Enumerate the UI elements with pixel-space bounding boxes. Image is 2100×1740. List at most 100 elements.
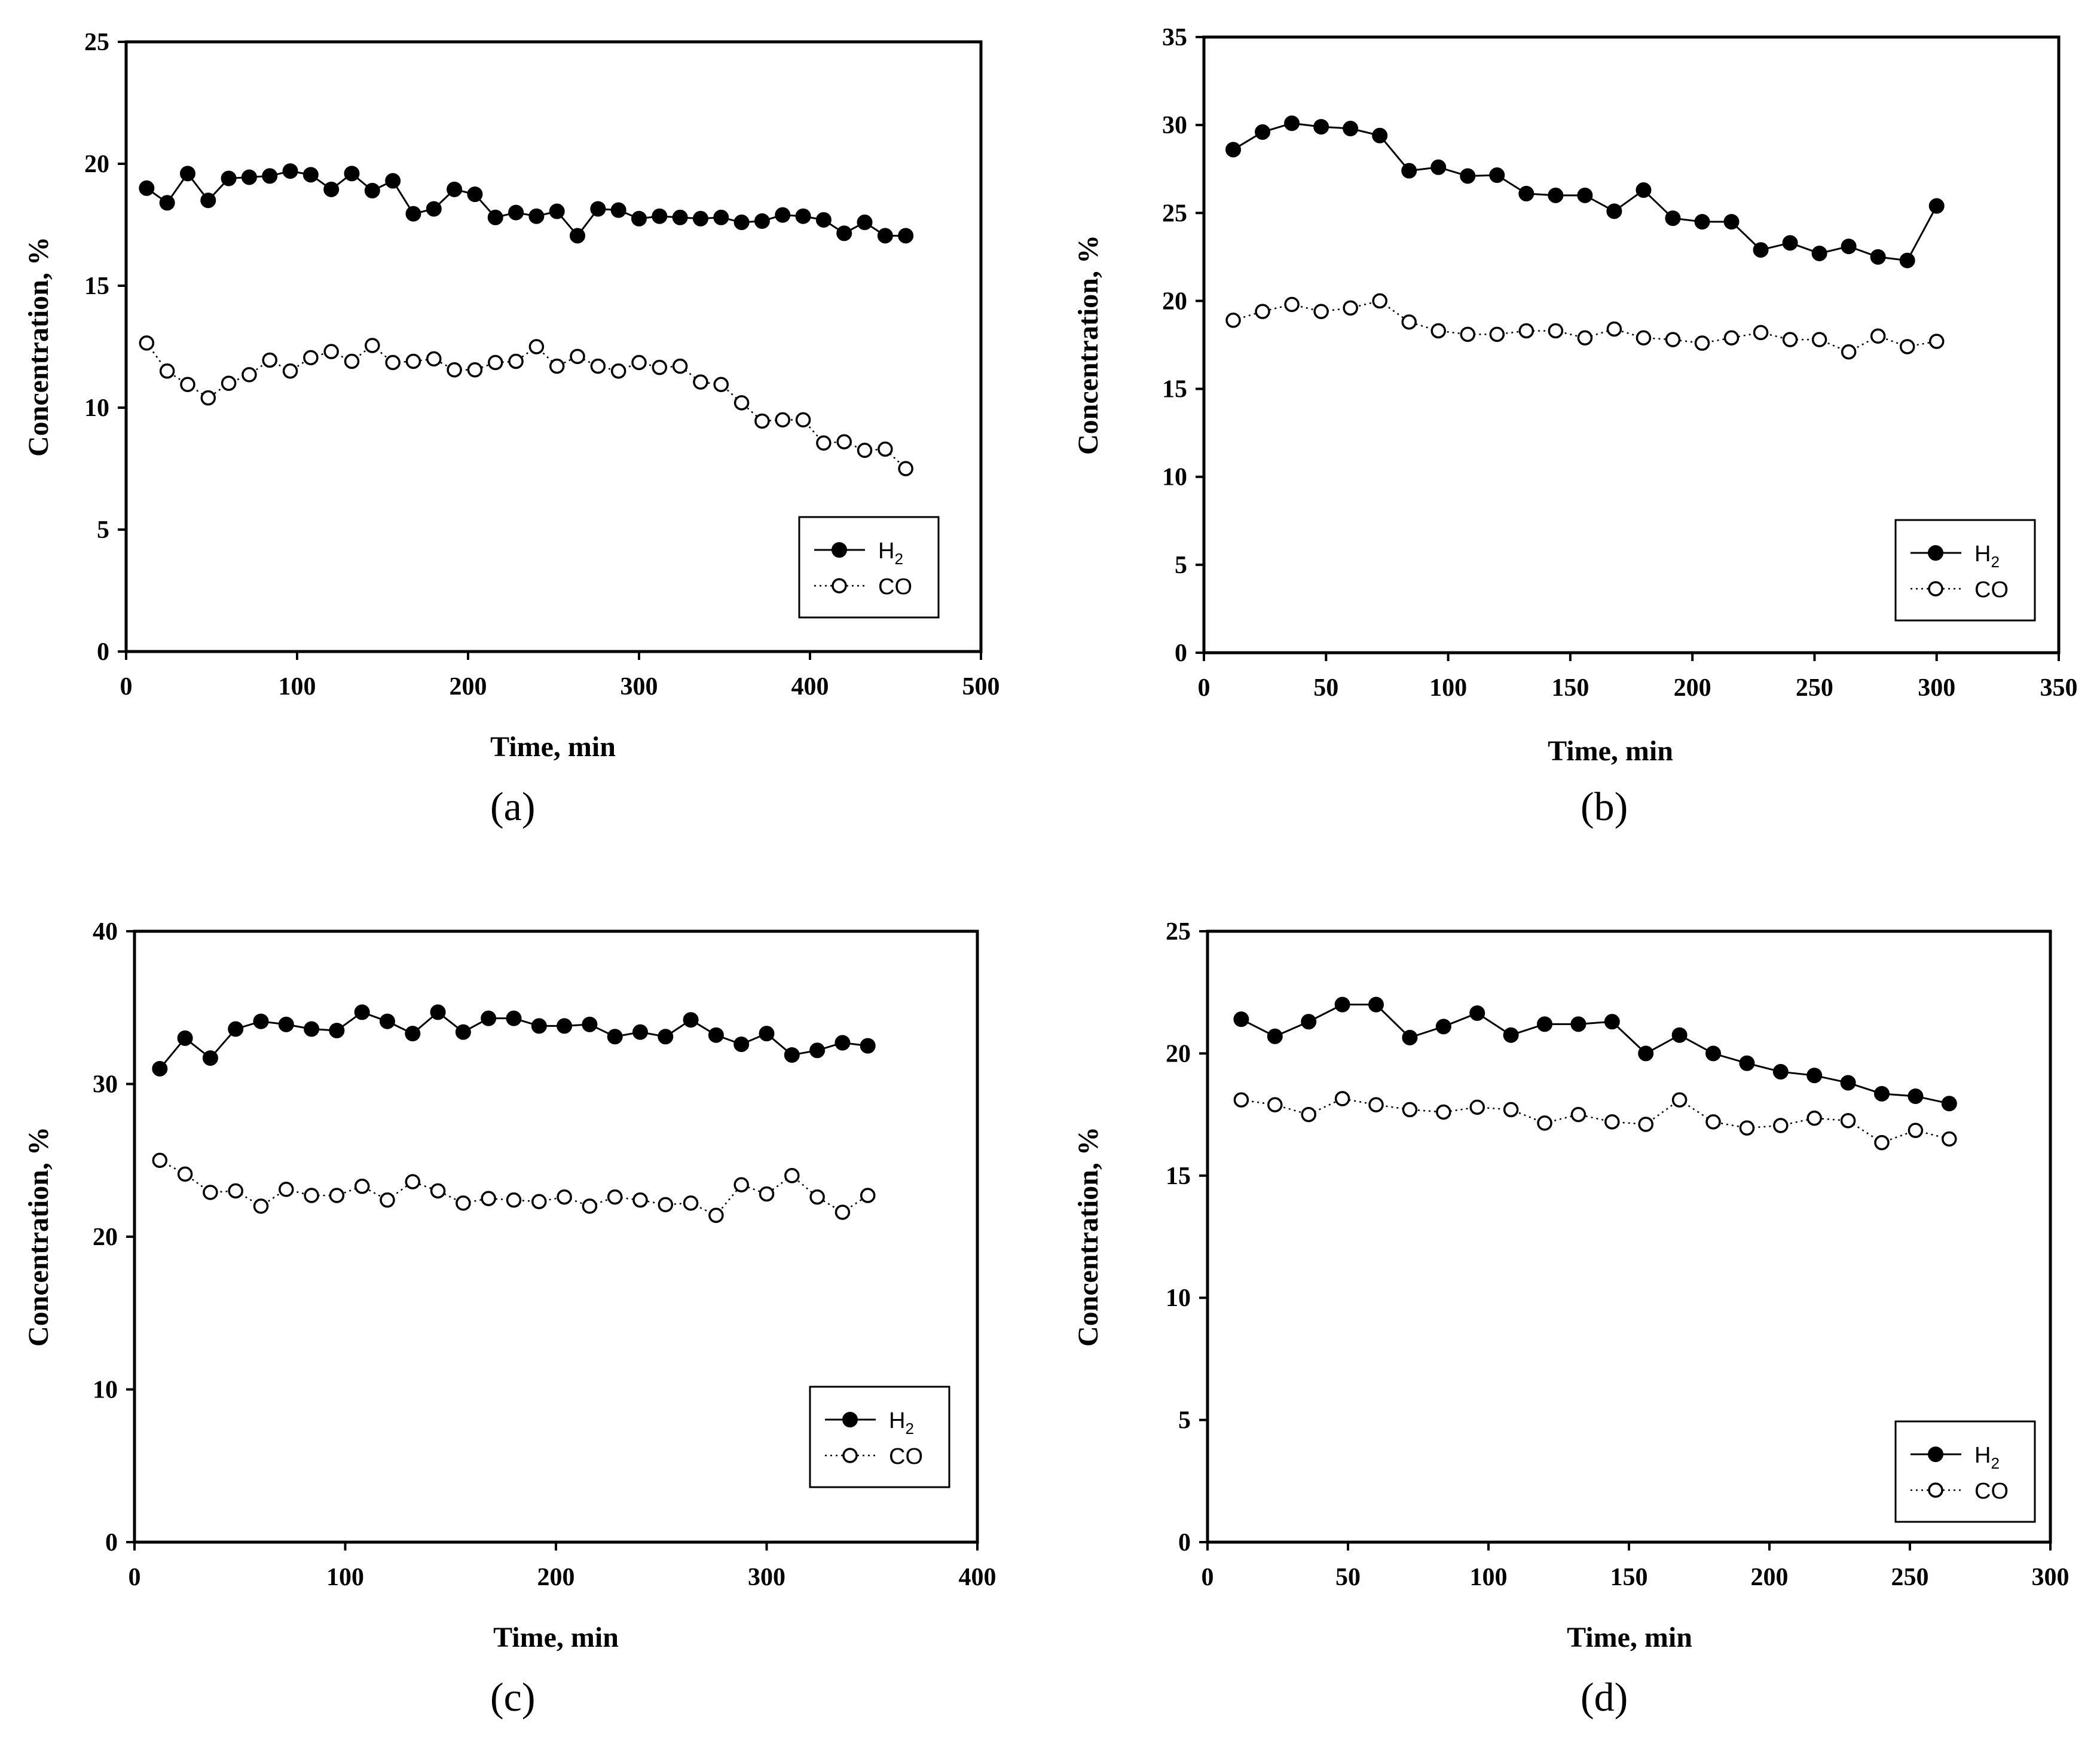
h2-data-point — [1267, 1028, 1283, 1044]
co-data-point — [1301, 1106, 1316, 1123]
co-data-point — [177, 1166, 193, 1182]
h2-data-point — [467, 186, 483, 202]
co-data-point — [1343, 300, 1358, 316]
y-tick-label: 20 — [84, 151, 109, 178]
x-tick-label: 150 — [1610, 1564, 1648, 1591]
h2-data-point — [528, 208, 545, 224]
y-tick-label: 10 — [84, 395, 109, 422]
h2-data-point — [610, 202, 626, 218]
h2-data-point — [733, 1036, 750, 1053]
y-tick-label: 30 — [93, 1071, 118, 1099]
co-data-point — [1739, 1120, 1755, 1136]
co-data-point — [1537, 1115, 1552, 1131]
h2-data-point — [1782, 235, 1798, 251]
legend-box — [1894, 1420, 2036, 1523]
h2-data-point — [1753, 242, 1769, 258]
legend-h2-marker — [1928, 1447, 1943, 1462]
h2-data-point — [506, 1010, 522, 1026]
h2-data-point — [177, 1030, 193, 1046]
co-data-point — [1548, 323, 1564, 339]
h2-data-point — [692, 210, 708, 227]
plot-area-frame — [124, 40, 983, 653]
x-tick-label: 250 — [1891, 1564, 1929, 1591]
legend-h2-marker — [832, 542, 847, 558]
y-axis-label: Concentration, % — [1072, 235, 1104, 455]
co-data-point — [683, 1195, 699, 1211]
h2-data-point — [1577, 187, 1593, 203]
co-data-point — [1255, 304, 1270, 319]
h2-data-point — [815, 212, 832, 228]
legend-box — [798, 516, 940, 619]
co-data-point — [1267, 1097, 1283, 1112]
co-data-point — [632, 1192, 648, 1208]
co-data-point — [1841, 344, 1857, 360]
h2-data-point — [200, 192, 216, 209]
co-data-point — [835, 1204, 851, 1220]
co-data-point — [508, 353, 524, 369]
h2-data-point — [1343, 121, 1359, 137]
co-data-point — [456, 1195, 471, 1211]
co-data-point — [253, 1198, 269, 1214]
h2-data-point — [1460, 168, 1476, 184]
chart-panel-a: 0 5 10 15 20 25 0 100 200 300 400 500 Time, min Conce… — [0, 0, 1050, 870]
x-axis-label: Time, min — [493, 1622, 619, 1653]
co-data-point — [693, 374, 708, 390]
y-tick-label: 15 — [84, 273, 109, 300]
h2-data-point — [354, 1004, 370, 1020]
h2-data-point — [1723, 214, 1740, 230]
x-tick-label: 100 — [326, 1564, 364, 1591]
co-data-point — [1503, 1102, 1519, 1118]
co-data-point — [1225, 313, 1241, 328]
h2-data-point — [1870, 249, 1886, 265]
h2-data-point — [1301, 1014, 1317, 1030]
h2-data-point — [860, 1038, 876, 1054]
x-tick-label: 300 — [1918, 674, 1955, 702]
co-data-point — [221, 375, 237, 391]
co-data-point — [1811, 332, 1827, 347]
y-tick-label: 10 — [93, 1377, 118, 1404]
legend-co-label: CO — [1974, 577, 2009, 603]
co-data-point — [1840, 1113, 1856, 1129]
y-tick-label: 40 — [93, 918, 118, 946]
h2-data-point — [159, 195, 175, 211]
h2-data-point — [795, 208, 811, 224]
co-data-point — [228, 1183, 243, 1199]
co-data-point — [795, 412, 811, 428]
x-tick-label: 0 — [1202, 1564, 1214, 1591]
h2-data-point — [1705, 1045, 1721, 1062]
co-data-point — [610, 363, 626, 379]
co-data-point — [1334, 1091, 1350, 1106]
co-data-point — [447, 362, 462, 378]
co-data-point — [1665, 332, 1681, 347]
co-data-point — [323, 344, 339, 359]
h2-data-point — [1638, 1045, 1654, 1062]
y-tick-label: 15 — [1162, 376, 1187, 403]
h2-data-point — [607, 1029, 623, 1045]
co-data-point — [528, 339, 545, 354]
x-tick-label: 200 — [537, 1564, 575, 1591]
h2-data-point — [1899, 252, 1915, 268]
h2-data-point — [221, 170, 237, 186]
h2-data-point — [1401, 163, 1417, 179]
h2-data-point — [708, 1027, 724, 1043]
x-tick-label: 100 — [1470, 1564, 1508, 1591]
co-data-point — [426, 351, 442, 367]
h2-data-point — [1313, 119, 1329, 135]
co-data-point — [549, 358, 565, 374]
h2-data-point — [1570, 1016, 1587, 1032]
co-data-point — [775, 412, 790, 428]
h2-data-point — [672, 209, 688, 225]
chart-a: 0 5 10 15 20 25 0 100 200 300 400 500 Time, min Conce… — [23, 29, 1000, 763]
co-data-point — [1806, 1110, 1822, 1126]
co-data-point — [759, 1186, 775, 1202]
y-tick-label: 0 — [105, 1529, 118, 1556]
co-data-point — [1773, 1118, 1789, 1133]
h2-data-point — [1284, 115, 1300, 132]
co-data-point — [1942, 1131, 1957, 1147]
co-series-line — [159, 1160, 869, 1216]
h2-data-point — [179, 166, 195, 182]
h2-data-point — [426, 201, 442, 217]
h2-data-point — [1548, 187, 1564, 203]
